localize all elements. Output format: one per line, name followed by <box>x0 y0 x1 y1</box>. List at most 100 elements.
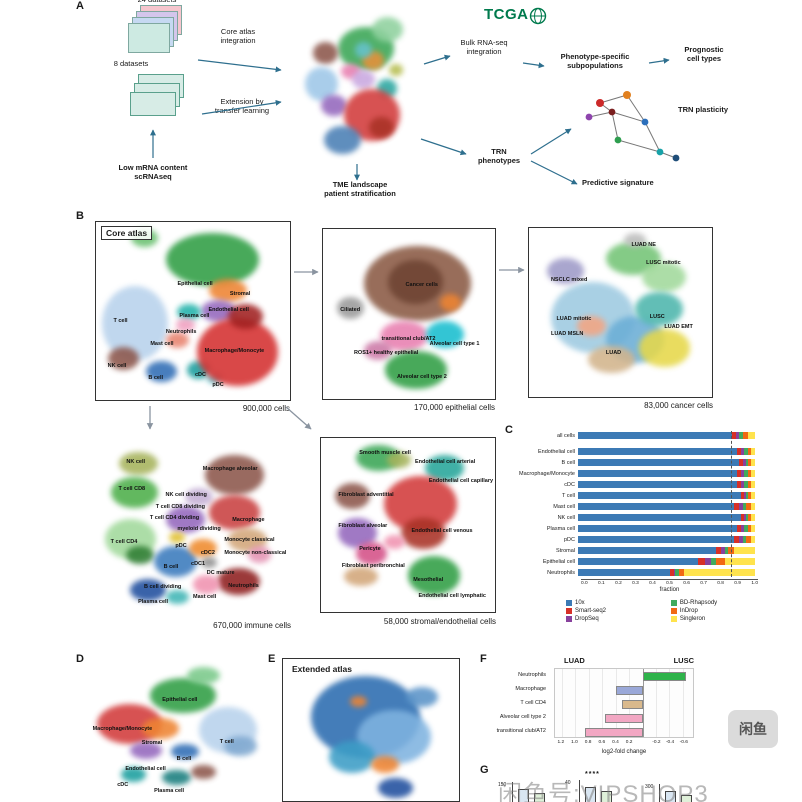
fraction-bar-segment <box>744 514 747 521</box>
fraction-bar-segment <box>746 514 748 521</box>
fraction-row-label: Stromal <box>556 547 575 554</box>
significance-stars: **** <box>585 771 600 778</box>
fraction-bar-segment <box>737 525 741 532</box>
cluster-label: Fibroblast peribronchial <box>341 563 405 570</box>
fraction-bar-segment <box>728 547 734 554</box>
umap-cluster-blob <box>642 261 687 293</box>
fraction-bar-segment <box>578 536 734 543</box>
umap-cluster-blob <box>200 300 236 322</box>
cluster-label: Plasma cell <box>154 787 185 794</box>
fold-bar <box>585 727 643 737</box>
umap-cluster-blob <box>141 718 179 739</box>
y-axis-line <box>512 782 513 802</box>
extended-atlas-title: Extended atlas <box>292 664 352 674</box>
arrow-to-trn <box>420 138 467 156</box>
platform-fraction-chart: all cells Endothelial cell B cell Macrophag… <box>518 431 760 622</box>
fraction-row-label: T cell <box>561 492 575 499</box>
cluster-label: T cell CD4 <box>110 538 138 545</box>
cluster-label: pDC <box>175 542 187 549</box>
fraction-bar-segment <box>739 536 743 543</box>
cluster-label: transitional club/AT2 <box>381 336 436 343</box>
umap-cancer: LUAD NE LUSC mitotic NSCLC mixed LUAD mitot… <box>529 228 712 397</box>
fraction-bar-segment <box>751 525 755 532</box>
cluster-label: cDC <box>194 371 206 378</box>
fraction-bar-segment <box>744 492 747 499</box>
cluster-label: T cell CD4 dividing <box>149 515 200 522</box>
axis-tick: 0.2 <box>625 740 633 745</box>
fraction-bar-segment <box>747 525 752 532</box>
umap-cluster-blob <box>349 695 368 708</box>
arrow-trn-to-network <box>530 128 572 155</box>
umap-cluster-blob <box>193 575 221 594</box>
arrow-to-bulk <box>423 54 451 65</box>
cluster-label: Mast cell <box>193 593 217 600</box>
fraction-bar-segment <box>578 525 738 532</box>
cluster-label: Neutrophils <box>228 582 259 589</box>
y-axis-tick: 150 <box>498 782 507 788</box>
umap-cluster-blob <box>228 528 268 552</box>
fold-plot <box>554 668 694 738</box>
luad-header: LUAD <box>564 656 585 665</box>
umap-cluster-blob <box>165 589 190 605</box>
fraction-bar-segment <box>735 432 740 439</box>
umap-cluster-blob <box>216 568 260 596</box>
fraction-row-label: Macrophage/Monocyte <box>519 470 575 477</box>
umap-immune: NK cell Macrophage alveolar T cell CD8 NK c… <box>95 437 291 619</box>
umap-cluster-blob <box>384 351 447 389</box>
extended-atlas-box: Extended atlas <box>282 658 460 802</box>
fraction-row-label: NK cell <box>557 514 575 521</box>
cluster-label: LUAD <box>605 349 622 356</box>
fraction-bar-segment <box>724 547 729 554</box>
fraction-bar-segment <box>747 481 752 488</box>
fraction-bar-segment <box>670 569 674 576</box>
umap-cluster-blob <box>369 116 395 139</box>
stromal-caption: 58,000 stromal/endothelial cells <box>383 617 496 626</box>
fraction-bar-segment <box>737 470 741 477</box>
fraction-row: Plasma cell <box>518 524 760 533</box>
umap-cluster-blob <box>388 259 444 304</box>
fraction-bar-segment <box>675 569 679 576</box>
fraction-bar-segment <box>673 569 676 576</box>
fraction-row: cDC <box>518 480 760 489</box>
fraction-bar <box>578 536 755 543</box>
fraction-row: T cell <box>518 491 760 500</box>
network-node <box>623 91 631 99</box>
fraction-bar-segment <box>751 470 755 477</box>
legend-swatch <box>670 600 677 606</box>
fraction-row-label: Plasma cell <box>546 525 575 532</box>
cluster-label: Mesothelial <box>413 577 444 584</box>
umap-cluster-blob <box>204 455 264 496</box>
umap-cluster-blob <box>336 297 365 320</box>
fraction-bar <box>578 503 755 510</box>
umap-cluster-blob <box>170 744 200 759</box>
fraction-axis: 0.0 0.1 0.2 0.3 0.4 0.5 0.6 0.7 0.8 0.9 1.0 <box>581 579 758 586</box>
cluster-label: Pericyte <box>359 545 381 552</box>
cluster-label: Macrophage/Monocyte <box>92 725 153 732</box>
fraction-row: all cells <box>518 431 760 440</box>
fold-change-chart: LUAD LUSC Neutrophils Macrophage T cell CD… <box>492 656 707 768</box>
low-mrna-label: Low mRNA content scRNAseq <box>118 163 188 182</box>
axis-tick: 0.9 <box>734 581 741 586</box>
network-node <box>672 154 680 162</box>
umap-cluster-blob <box>177 303 201 320</box>
axis-tick: 0.7 <box>700 581 707 586</box>
fraction-bar <box>578 481 755 488</box>
axis-tick: 0.4 <box>649 581 656 586</box>
extension-transfer-label: Extension by transfer learning <box>214 97 270 116</box>
stromal-box: Smooth muscle cell Endothelial cell arter… <box>320 437 496 613</box>
gridline <box>561 669 563 737</box>
umap-cluster-blob <box>378 778 414 799</box>
axis-tick: 0.3 <box>632 581 639 586</box>
umap-cluster-blob <box>185 487 213 507</box>
umap-cluster-blob <box>343 566 379 586</box>
arrow-phenotype-to-prognostic <box>648 57 670 64</box>
fraction-bar-segment <box>742 503 747 510</box>
box-whisker <box>665 791 676 802</box>
cluster-label: ROS1+ healthy epithelial <box>353 349 419 356</box>
fraction-bar-segment <box>737 448 741 455</box>
umap-core-atlas: Epithelial cell Stromal Endothelial cell Pl… <box>96 222 290 400</box>
axis-tick: 0.6 <box>683 581 690 586</box>
cluster-label: T cell <box>219 738 234 745</box>
fraction-row: Epithelial cell <box>518 557 760 566</box>
cluster-label: Macrophage/Monocyte <box>204 348 265 355</box>
